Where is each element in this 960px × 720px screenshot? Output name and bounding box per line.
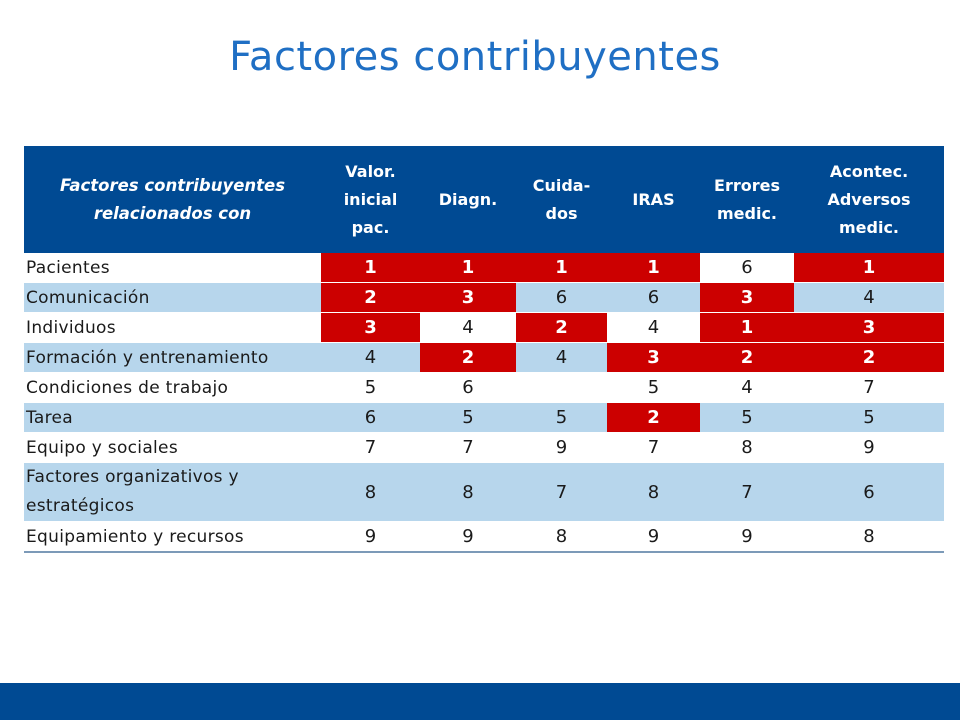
header-diagn: Diagn.: [420, 146, 516, 253]
cell: 4: [420, 312, 516, 343]
cell: [516, 372, 607, 403]
cell: 3: [700, 282, 794, 313]
table-row: Comunicación 2 3 6 6 3 4: [24, 282, 944, 313]
row-label: Tarea: [24, 402, 321, 433]
cell: 4: [700, 372, 794, 403]
row-label: Pacientes: [24, 253, 321, 283]
cell: 9: [321, 521, 420, 553]
cell: 3: [607, 342, 700, 373]
row-label: Comunicación: [24, 282, 321, 313]
table-row: Factores organizativos y estratégicos 8 …: [24, 462, 944, 522]
cell: 8: [700, 432, 794, 463]
cell: 5: [420, 402, 516, 433]
cell: 9: [794, 432, 944, 463]
row-label: Equipo y sociales: [24, 432, 321, 463]
cell: 6: [420, 372, 516, 403]
cell: 4: [321, 342, 420, 373]
cell: 9: [607, 521, 700, 553]
cell: 2: [321, 282, 420, 313]
page-title: Factores contribuyentes: [229, 34, 721, 80]
header-valor-inicial: Valor. inicial pac.: [321, 146, 420, 253]
cell: 9: [516, 432, 607, 463]
cell: 5: [607, 372, 700, 403]
row-label: Formación y entrenamiento: [24, 342, 321, 373]
cell: 8: [321, 462, 420, 522]
cell: 3: [794, 312, 944, 343]
cell: 7: [321, 432, 420, 463]
cell: 7: [607, 432, 700, 463]
cell: 5: [794, 402, 944, 433]
cell: 5: [321, 372, 420, 403]
cell: 5: [700, 402, 794, 433]
cell: 4: [516, 342, 607, 373]
row-label: Factores organizativos y estratégicos: [24, 462, 321, 522]
table-row: Formación y entrenamiento 4 2 4 3 2 2: [24, 342, 944, 373]
header-row: Factores contribuyentes relacionados con…: [24, 146, 944, 253]
cell: 6: [516, 282, 607, 313]
table-row: Condiciones de trabajo 5 6 5 4 7: [24, 372, 944, 403]
cell: 4: [607, 312, 700, 343]
cell: 8: [516, 521, 607, 553]
cell: 2: [607, 402, 700, 433]
cell: 2: [516, 312, 607, 343]
table-row: Individuos 3 4 2 4 1 3: [24, 312, 944, 343]
table-row: Pacientes 1 1 1 1 6 1: [24, 253, 944, 283]
cell: 9: [420, 521, 516, 553]
factors-table: Factores contribuyentes relacionados con…: [24, 146, 944, 553]
header-acontec: Acontec. Adversos medic.: [794, 146, 944, 253]
cell: 4: [794, 282, 944, 313]
footer-bar: [0, 683, 960, 720]
cell: 2: [420, 342, 516, 373]
cell: 6: [700, 253, 794, 283]
cell: 7: [700, 462, 794, 522]
cell: 1: [607, 253, 700, 283]
header-cuidados: Cuida-dos: [516, 146, 607, 253]
cell: 6: [607, 282, 700, 313]
row-label: Individuos: [24, 312, 321, 343]
row-label: Equipamiento y recursos: [24, 521, 321, 553]
cell: 7: [794, 372, 944, 403]
cell: 1: [700, 312, 794, 343]
cell: 2: [794, 342, 944, 373]
cell: 9: [700, 521, 794, 553]
cell: 8: [794, 521, 944, 553]
header-errores: Errores medic.: [700, 146, 794, 253]
cell: 3: [321, 312, 420, 343]
cell: 5: [516, 402, 607, 433]
cell: 8: [420, 462, 516, 522]
cell: 2: [700, 342, 794, 373]
table-row: Equipamiento y recursos 9 9 8 9 9 8: [24, 521, 944, 553]
header-factors: Factores contribuyentes relacionados con: [24, 146, 321, 253]
cell: 3: [420, 282, 516, 313]
cell: 1: [794, 253, 944, 283]
table-row: Tarea 6 5 5 2 5 5: [24, 402, 944, 433]
cell: 1: [321, 253, 420, 283]
cell: 6: [794, 462, 944, 522]
cell: 7: [420, 432, 516, 463]
cell: 8: [607, 462, 700, 522]
cell: 1: [516, 253, 607, 283]
row-label: Condiciones de trabajo: [24, 372, 321, 403]
cell: 6: [321, 402, 420, 433]
cell: 1: [420, 253, 516, 283]
table-row: Equipo y sociales 7 7 9 7 8 9: [24, 432, 944, 463]
cell: 7: [516, 462, 607, 522]
header-iras: IRAS: [607, 146, 700, 253]
